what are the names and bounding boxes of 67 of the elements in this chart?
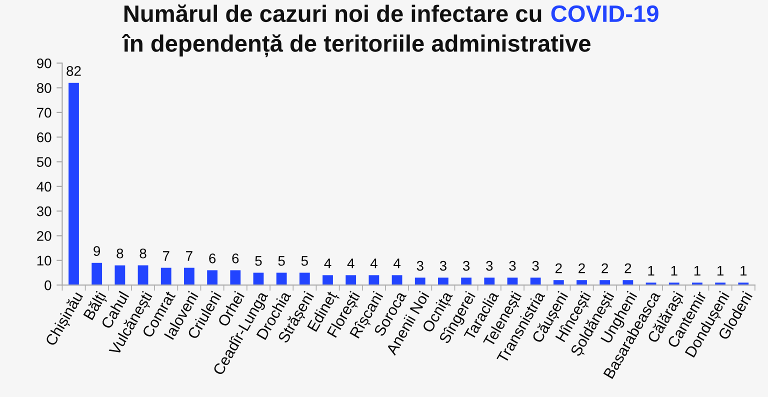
data-label: 3 [532, 260, 539, 271]
data-label: 1 [740, 266, 747, 276]
bar [207, 270, 218, 286]
bar [600, 280, 610, 286]
chart-subtitle: în dependență de teritoriile administrative [122, 34, 590, 58]
bar [368, 275, 380, 286]
data-label: 1 [671, 266, 678, 276]
bar [576, 280, 587, 286]
data-label: 1 [694, 266, 700, 276]
data-label: 6 [209, 254, 216, 264]
data-label: 4 [393, 258, 400, 268]
data-label: 3 [440, 260, 446, 271]
bar [553, 280, 564, 286]
data-label: 8 [116, 248, 124, 258]
bar [230, 270, 241, 286]
data-label: 7 [162, 251, 170, 261]
data-label: 3 [462, 260, 470, 271]
y-tick-label: 80 [36, 83, 52, 93]
y-tick-label: 90 [36, 58, 52, 68]
bar [392, 275, 402, 286]
y-tick-label: 30 [36, 206, 52, 216]
data-label: 5 [301, 256, 308, 266]
y-tick-label: 40 [36, 182, 52, 192]
bar [322, 275, 333, 286]
data-label: 1 [718, 266, 724, 276]
y-tick-label: 70 [37, 108, 52, 118]
bar [530, 278, 541, 286]
bar [160, 268, 172, 286]
data-label: 9 [94, 246, 100, 256]
data-label: 8 [140, 248, 146, 258]
y-tick-label: 0 [44, 280, 52, 290]
bar [253, 272, 264, 286]
bar [299, 272, 310, 286]
bar [438, 278, 448, 286]
data-label: 3 [509, 260, 516, 271]
data-label: 4 [370, 258, 378, 268]
y-tick-label: 60 [37, 132, 52, 142]
data-label: 4 [324, 258, 332, 268]
bar [138, 265, 148, 286]
data-label: 5 [278, 256, 285, 266]
data-label: 2 [602, 263, 608, 274]
data-label: 7 [186, 251, 192, 261]
data-label: 3 [416, 260, 424, 271]
bar [92, 262, 102, 286]
data-label: 2 [578, 263, 585, 274]
bar [276, 272, 287, 286]
data-label: 3 [486, 260, 493, 271]
bar [346, 275, 356, 286]
bar [461, 278, 472, 286]
bar [622, 280, 634, 286]
y-tick-label: 20 [37, 231, 52, 241]
data-label: 82 [66, 66, 81, 76]
bar [484, 278, 495, 286]
y-tick-label: 10 [37, 256, 52, 266]
data-label: 4 [347, 258, 354, 268]
data-label: 1 [648, 266, 654, 276]
y-tick-label: 50 [36, 157, 52, 167]
data-label: 6 [232, 254, 239, 264]
bar [114, 265, 126, 286]
bar [414, 278, 426, 286]
bar [68, 82, 79, 286]
data-label: 5 [255, 256, 262, 266]
bar [507, 278, 518, 286]
bar [184, 268, 194, 286]
data-label: 2 [624, 263, 632, 274]
data-label: 2 [556, 263, 562, 274]
chart-title: Numărul de cazuri noi de infectare cu COVID-19 [124, 4, 658, 22]
